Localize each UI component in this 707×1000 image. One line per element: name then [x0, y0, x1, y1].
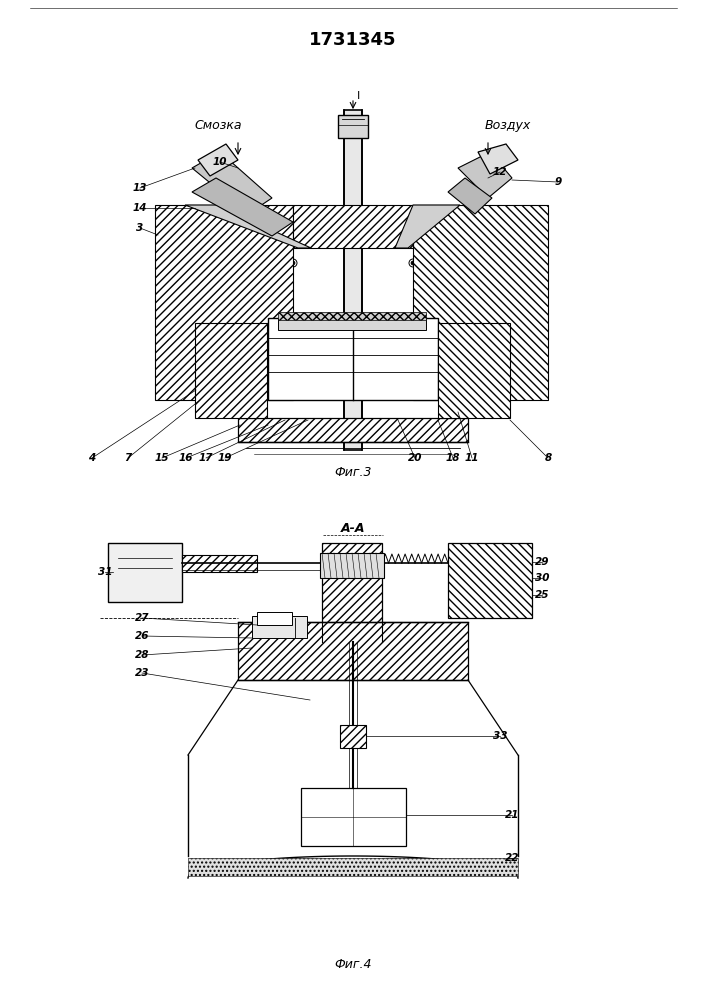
Text: 20: 20: [408, 453, 422, 463]
Text: А-А: А-А: [341, 522, 366, 534]
Text: Воздух: Воздух: [485, 119, 531, 132]
Bar: [301, 788, 406, 846]
Text: 10: 10: [213, 157, 227, 167]
Polygon shape: [198, 144, 238, 176]
Text: 23: 23: [135, 668, 149, 678]
Polygon shape: [448, 178, 492, 214]
Bar: [188, 858, 518, 876]
Text: 8: 8: [544, 453, 551, 463]
Text: 22: 22: [505, 853, 519, 863]
Bar: [252, 616, 307, 638]
Bar: [322, 543, 382, 642]
Bar: [344, 110, 362, 450]
Text: 14: 14: [133, 203, 147, 213]
Bar: [438, 323, 510, 418]
Text: 30: 30: [534, 573, 549, 583]
Bar: [340, 725, 366, 748]
Text: 12: 12: [493, 167, 507, 177]
Text: 29: 29: [534, 557, 549, 567]
Bar: [257, 612, 292, 625]
Text: 3: 3: [136, 223, 144, 233]
Text: Фиг.3: Фиг.3: [334, 466, 372, 479]
Polygon shape: [185, 205, 311, 248]
Bar: [238, 418, 468, 442]
Circle shape: [291, 261, 295, 265]
Polygon shape: [478, 144, 518, 174]
Text: 21: 21: [505, 810, 519, 820]
Text: 31: 31: [98, 567, 112, 577]
Polygon shape: [395, 205, 460, 248]
Bar: [278, 318, 426, 330]
Text: Смозка: Смозка: [194, 119, 242, 132]
Bar: [448, 543, 532, 618]
Text: 4: 4: [88, 453, 95, 463]
Polygon shape: [458, 152, 512, 198]
Text: 33: 33: [493, 731, 507, 741]
Text: 15: 15: [155, 453, 169, 463]
Bar: [238, 622, 468, 680]
Text: 13: 13: [133, 183, 147, 193]
Bar: [413, 205, 548, 400]
Bar: [195, 323, 267, 418]
Bar: [293, 205, 413, 248]
Circle shape: [411, 261, 415, 265]
Text: 16: 16: [179, 453, 193, 463]
Text: Фиг.4: Фиг.4: [334, 958, 372, 972]
Polygon shape: [320, 553, 384, 578]
Text: 1731345: 1731345: [309, 31, 397, 49]
Bar: [182, 555, 257, 572]
Bar: [338, 115, 368, 138]
Text: 9: 9: [554, 177, 561, 187]
Bar: [278, 312, 426, 320]
Bar: [155, 205, 293, 400]
Text: 25: 25: [534, 590, 549, 600]
Polygon shape: [192, 152, 272, 214]
Bar: [268, 318, 438, 400]
Text: 18: 18: [445, 453, 460, 463]
Text: 11: 11: [464, 453, 479, 463]
Text: 26: 26: [135, 631, 149, 641]
Bar: [108, 543, 182, 602]
Text: 17: 17: [199, 453, 214, 463]
Text: I: I: [356, 91, 360, 101]
Text: 7: 7: [124, 453, 132, 463]
Text: 28: 28: [135, 650, 149, 660]
Text: 19: 19: [218, 453, 233, 463]
Polygon shape: [192, 178, 293, 236]
Text: 27: 27: [135, 613, 149, 623]
